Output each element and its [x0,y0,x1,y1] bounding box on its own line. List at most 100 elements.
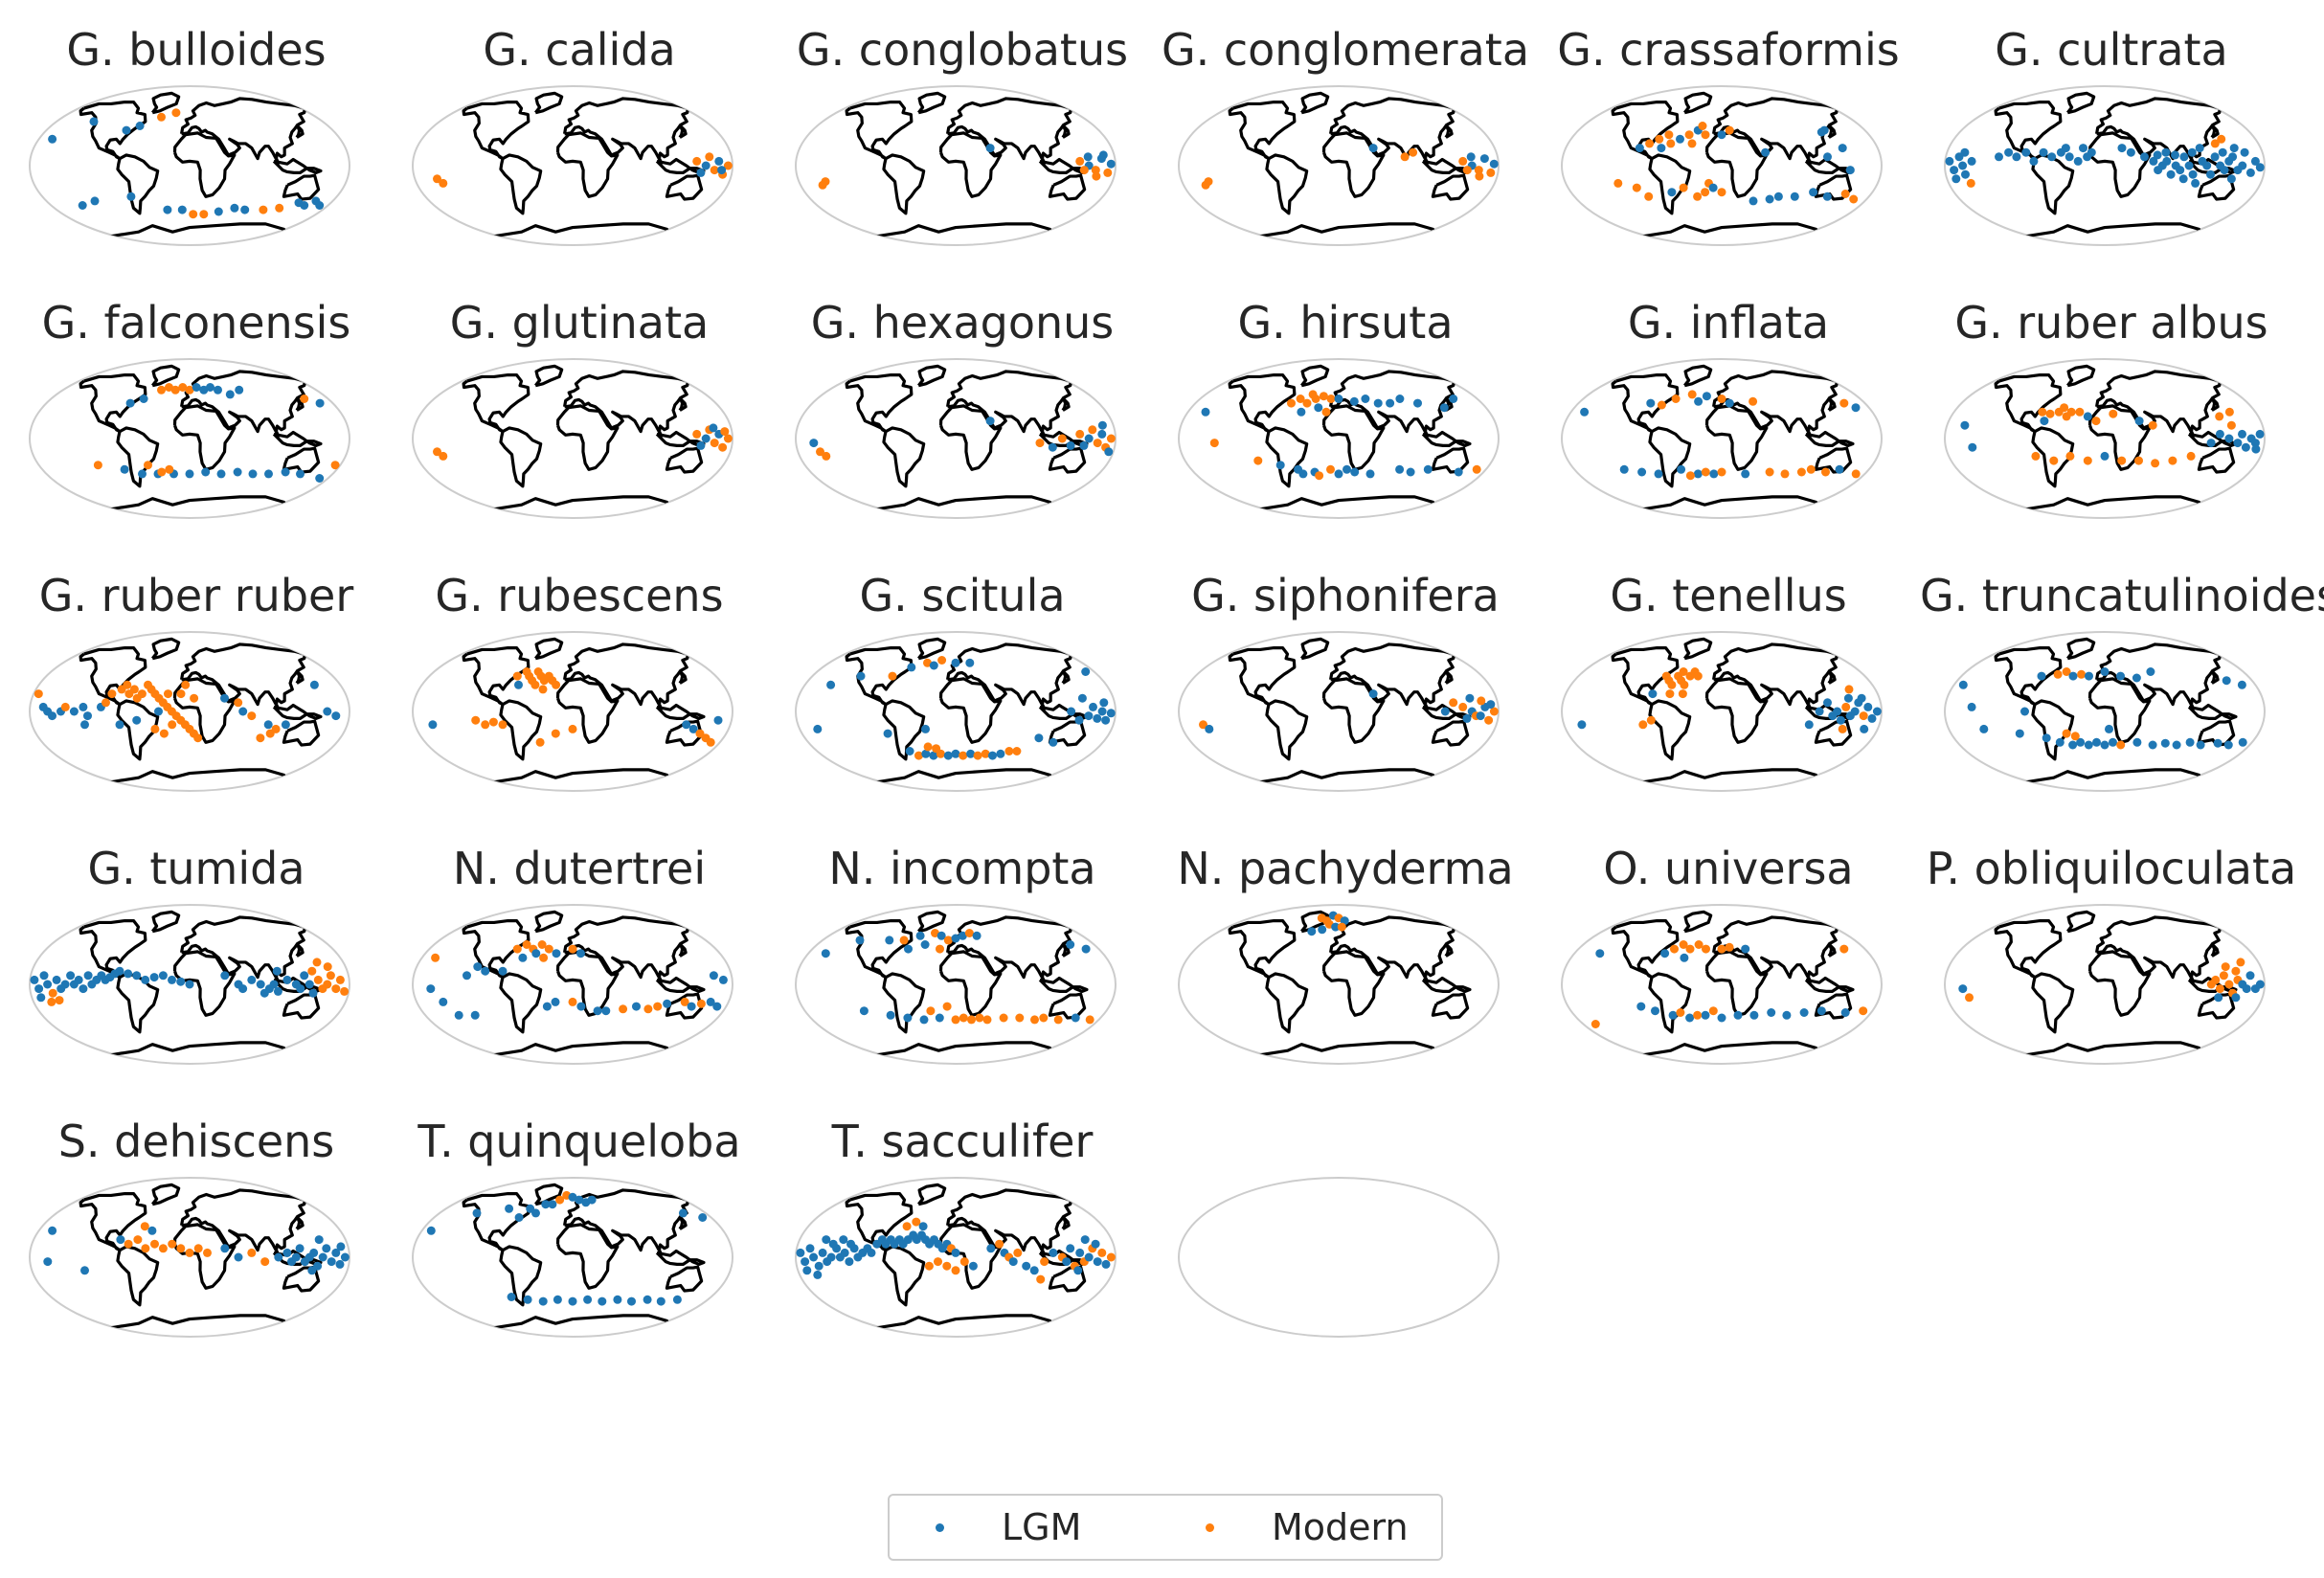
coastline [1611,646,1680,707]
lgm-point [1479,154,1489,164]
lgm-point [698,1213,708,1222]
lgm-point [274,1252,283,1262]
coastline [562,915,689,983]
map-outline [412,85,733,246]
modern-point [1308,390,1318,399]
lgm-point [656,1296,666,1306]
lgm-point [1074,715,1084,725]
coastline [2066,910,2096,934]
lgm-point [463,971,471,981]
lgm-point [220,693,229,703]
lgm-point [1708,183,1718,192]
lgm-point [2228,152,2238,162]
world-map [29,1177,350,1338]
modern-point [2045,409,2055,418]
modern-point [431,953,440,962]
lgm-point [2255,163,2265,172]
coastline [179,642,306,710]
coastline [2087,950,2152,1017]
lgm-point [1958,984,1968,994]
panel-title: G. glutinata [449,297,710,349]
modern-point [323,980,332,989]
coastline [493,495,669,511]
modern-point [60,702,70,711]
modern-point [1030,1015,1039,1025]
lgm-point [929,751,938,760]
lgm-point [1350,467,1360,477]
lgm-point [48,134,57,144]
modern-point [923,658,932,667]
coastline [1642,495,1818,511]
modern-point [1106,434,1116,443]
lgm-point [802,1266,812,1275]
lgm-point [69,707,79,716]
coastline [938,404,1003,471]
lgm-point [1368,689,1378,699]
coastline [172,1223,237,1290]
modern-point [1665,689,1675,699]
panel-title: G. siphonifera [1191,570,1500,621]
lgm-point [918,1222,928,1231]
lgm-point [2250,439,2260,448]
modern-point [1684,130,1694,140]
lgm-point [583,1295,593,1304]
lgm-point [1979,724,1989,733]
modern-point [653,1002,663,1011]
panel-title: N. pachyderma [1177,843,1514,894]
modern-point [1679,667,1688,676]
coastline [938,131,1003,198]
lgm-point [2037,671,2046,681]
lgm-point [1091,1239,1100,1249]
lgm-point [2172,740,2181,750]
panel-title: O. universa [1603,843,1854,894]
lgm-point [822,1235,831,1245]
map-outline [1178,904,1500,1065]
panel-title: S. dehiscens [57,1116,335,1167]
map-panel [1154,1095,1537,1364]
lgm-point [281,720,290,730]
coastline [1321,950,1386,1017]
lgm-point [1694,396,1704,406]
coastline [1300,91,1330,115]
lgm-point [2040,417,2049,426]
coastline [282,173,321,201]
lgm-point [327,1257,336,1267]
map-outline [412,631,733,792]
coastline [2087,404,2152,471]
lgm-point [1958,161,1968,170]
modern-point [93,461,102,470]
modern-point [2134,456,2143,465]
lgm-point [1816,127,1826,137]
modern-point [2231,966,2241,976]
lgm-point [936,931,946,940]
lgm-point [1836,715,1845,725]
modern-point [1449,698,1458,708]
coastline [1827,942,1837,958]
lgm-point [613,1295,622,1304]
lgm-point [2213,738,2222,748]
modern-point [1085,1015,1094,1025]
modern-point [1666,139,1676,148]
modern-point [2117,456,2127,465]
coastline [295,669,305,685]
lgm-point [2202,161,2212,170]
lgm-point [809,1252,819,1262]
coastline [1259,1041,1435,1057]
lgm-point [2226,174,2236,184]
coastline [272,703,323,720]
map-panel: N. incompta [771,823,1154,1091]
lgm-point [915,931,925,940]
coastline [1711,97,1839,165]
modern-point [1315,471,1324,481]
modern-point [1302,398,1312,408]
modern-point [1655,134,1664,144]
lgm-point [1486,700,1496,710]
modern-point [619,1004,628,1014]
panel-title: G. crassaformis [1557,24,1900,76]
lgm-point [1008,1257,1018,1267]
lgm-point [2166,169,2176,179]
coastline [462,373,530,434]
modern-point [1039,1013,1049,1023]
lgm-point [1833,707,1842,716]
coastline [882,426,926,488]
